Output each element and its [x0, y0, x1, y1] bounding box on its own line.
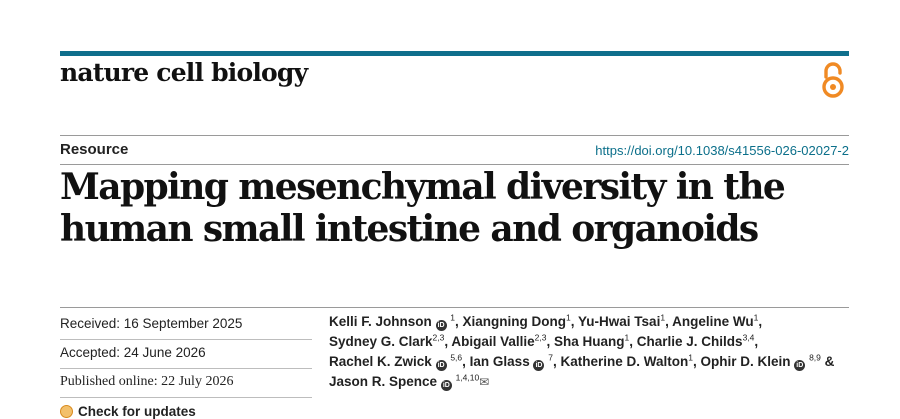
- mail-icon[interactable]: ✉: [479, 375, 490, 389]
- date-divider: [60, 368, 312, 369]
- affiliation-superscript: 2,3: [432, 332, 445, 343]
- author-name[interactable]: Katherine D. Walton: [560, 354, 689, 369]
- affiliation-superscript: 8,9: [809, 352, 821, 363]
- date-divider: [60, 339, 312, 340]
- open-access-icon: [822, 62, 844, 98]
- affiliation-superscript: 5,6: [450, 352, 463, 363]
- affiliation-superscript: 1: [753, 312, 759, 323]
- received-date: Received: 16 September 2025: [60, 316, 243, 331]
- author-name[interactable]: Xiangning Dong: [462, 314, 567, 329]
- author-name[interactable]: Ian Glass: [469, 354, 530, 369]
- author-name[interactable]: Rachel K. Zwick: [329, 354, 432, 369]
- title-divider: [60, 164, 849, 165]
- author-list: Kelli F. Johnson iD 1, Xiangning Dong1, …: [329, 312, 835, 391]
- author-name[interactable]: Jason R. Spence: [329, 374, 438, 389]
- affiliation-superscript: 1: [450, 312, 456, 323]
- orcid-icon[interactable]: iD: [435, 320, 447, 331]
- orcid-icon[interactable]: iD: [435, 360, 447, 371]
- orcid-icon[interactable]: iD: [440, 380, 452, 391]
- journal-name: nature cell biology: [60, 58, 308, 87]
- affiliation-superscript: 1: [566, 312, 571, 323]
- affiliation-superscript: 1: [660, 312, 666, 323]
- title-line-1: Mapping mesenchymal diversity in the: [60, 166, 786, 208]
- check-for-updates-button[interactable]: Check for updates: [60, 404, 196, 419]
- article-title: Mapping mesenchymal diversity in the hum…: [60, 166, 850, 250]
- author-name[interactable]: Kelli F. Johnson: [329, 314, 432, 329]
- journal-banner-rule: [60, 51, 849, 56]
- affiliation-superscript: 1: [624, 332, 630, 343]
- accepted-date: Accepted: 24 June 2026: [60, 345, 206, 360]
- date-divider: [60, 397, 312, 398]
- article-type: Resource: [60, 141, 129, 158]
- check-updates-icon: [60, 405, 73, 418]
- affiliation-superscript: 3,4: [742, 332, 755, 343]
- header-divider: [60, 135, 849, 136]
- doi-link[interactable]: https://doi.org/10.1038/s41556-026-02027…: [595, 143, 849, 158]
- meta-divider: [60, 307, 849, 308]
- affiliation-superscript: 1,4,10: [455, 372, 480, 383]
- author-name[interactable]: Abigail Vallie: [451, 334, 535, 349]
- affiliation-superscript: 1: [688, 352, 693, 363]
- orcid-icon[interactable]: iD: [794, 360, 806, 371]
- author-name[interactable]: Sha Huang: [554, 334, 625, 349]
- author-name[interactable]: Angeline Wu: [672, 314, 754, 329]
- author-name[interactable]: Ophir D. Klein: [700, 354, 791, 369]
- published-date: Published online: 22 July 2026: [60, 374, 234, 389]
- affiliation-superscript: 2,3: [534, 332, 547, 343]
- author-name[interactable]: Charlie J. Childs: [636, 334, 743, 349]
- orcid-icon[interactable]: iD: [533, 360, 545, 371]
- check-updates-label: Check for updates: [78, 404, 196, 419]
- title-line-2: human small intestine and organoids: [60, 208, 759, 250]
- author-name[interactable]: Sydney G. Clark: [329, 334, 433, 349]
- affiliation-superscript: 7: [548, 352, 553, 363]
- author-name[interactable]: Yu-Hwai Tsai: [578, 314, 661, 329]
